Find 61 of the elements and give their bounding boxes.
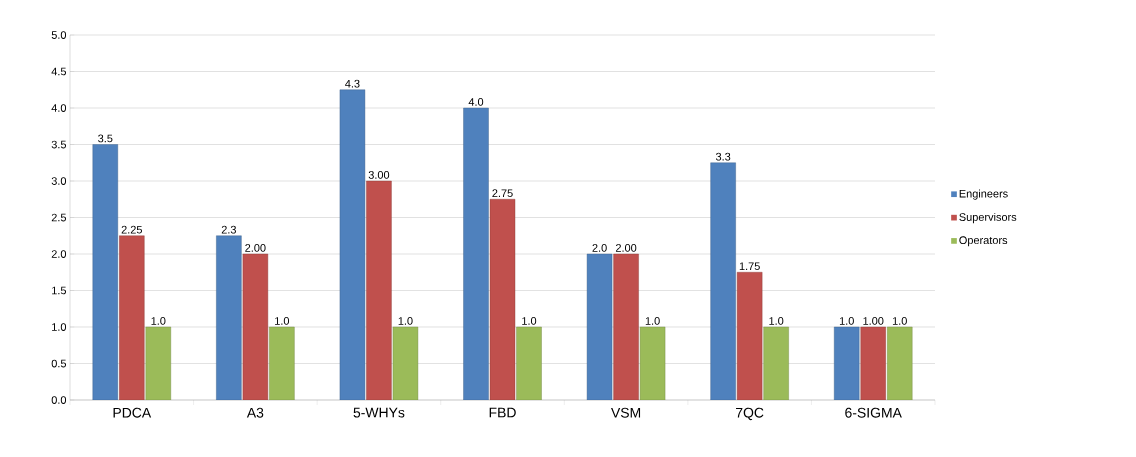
x-tick-label: 5-WHYs <box>353 407 405 418</box>
legend-label: Operators <box>959 236 1008 247</box>
y-tick-label: 3.0 <box>51 177 67 185</box>
y-tick-label: 4.5 <box>51 67 67 76</box>
y-tick-label: 5.0 <box>51 31 67 39</box>
data-label: 4.0 <box>468 98 484 106</box>
data-label: 2.0 <box>592 244 607 252</box>
bar <box>489 199 516 400</box>
data-label: 2.25 <box>121 225 142 234</box>
data-label: 2.00 <box>615 244 637 252</box>
bar <box>216 235 242 400</box>
x-tick-label: A3 <box>246 407 264 418</box>
bar <box>366 180 392 400</box>
bar <box>736 272 763 400</box>
data-label: 1.0 <box>398 317 413 325</box>
bar <box>860 326 886 400</box>
data-label: 3.3 <box>715 152 731 161</box>
data-label: 4.3 <box>345 79 360 88</box>
y-tick-label: 1.5 <box>52 286 67 295</box>
bar <box>119 235 145 400</box>
bar <box>516 326 542 400</box>
data-label: 1.75 <box>739 262 760 271</box>
bar <box>242 253 269 400</box>
data-label: 2.75 <box>492 189 513 198</box>
bar <box>710 162 736 400</box>
y-tick-label: 0.0 <box>51 396 67 404</box>
y-tick-label: 2.5 <box>51 213 67 222</box>
data-label: 1.0 <box>645 317 660 325</box>
y-tick-label: 2.0 <box>51 250 67 258</box>
data-label: 2.3 <box>221 225 236 234</box>
data-label: 2.00 <box>245 244 266 252</box>
data-label: 3.00 <box>368 171 390 179</box>
legend-label: Supervisors <box>959 212 1017 224</box>
bar <box>613 253 639 400</box>
x-tick-label: VSM <box>611 407 641 418</box>
data-label: 1.00 <box>863 317 884 325</box>
bar <box>887 326 913 400</box>
data-label: 1.0 <box>522 317 537 325</box>
data-label: 1.0 <box>769 317 784 325</box>
x-tick-label: PDCA <box>113 407 152 418</box>
bar <box>763 326 789 400</box>
x-tick-label: 6-SIGMA <box>845 407 902 418</box>
y-tick-label: 1.0 <box>52 323 67 331</box>
x-tick-label: FBD <box>489 407 516 418</box>
bar <box>834 326 860 400</box>
y-tick-label: 4.0 <box>51 104 67 112</box>
data-label: 1.0 <box>151 317 166 325</box>
x-tick-label: 7QC <box>736 407 764 421</box>
y-tick-label: 3.5 <box>51 140 67 149</box>
bar <box>586 253 613 400</box>
bar <box>269 326 295 400</box>
data-label: 1.0 <box>892 317 907 325</box>
y-tick-label: 0.5 <box>51 359 67 368</box>
legend-label: Engineers <box>959 189 1008 200</box>
bar <box>339 89 366 400</box>
bar <box>145 326 171 400</box>
data-label: 3.5 <box>98 134 113 143</box>
bar <box>463 107 489 400</box>
data-label: 1.0 <box>839 317 854 325</box>
data-label: 1.0 <box>275 317 290 325</box>
bar <box>92 144 118 400</box>
